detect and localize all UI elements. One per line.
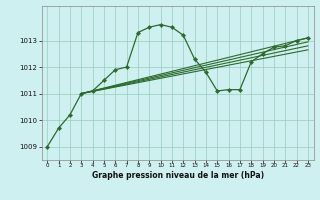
X-axis label: Graphe pression niveau de la mer (hPa): Graphe pression niveau de la mer (hPa): [92, 171, 264, 180]
